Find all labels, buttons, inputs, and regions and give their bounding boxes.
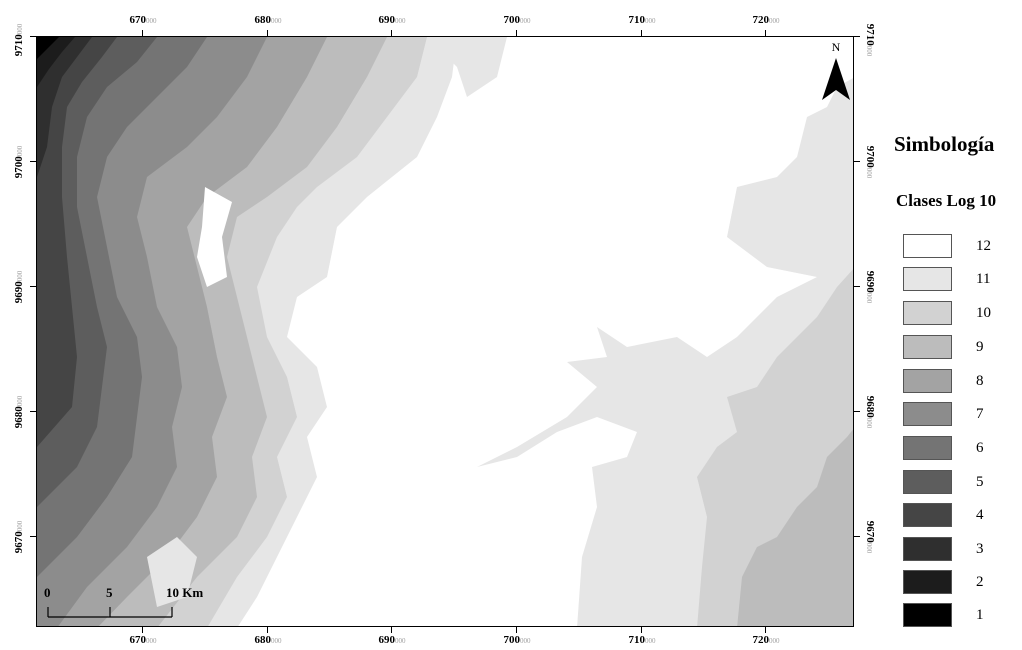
x-tick-top-5: 710000 [628, 14, 656, 26]
terrain-zone-valley [197, 187, 232, 287]
legend-title: Simbología [894, 132, 995, 156]
x-tickmark-bottom-1 [142, 627, 143, 633]
y-tickmark-left-1 [30, 36, 36, 37]
legend-swatch [903, 267, 952, 291]
north-arrow-label: N [831, 40, 841, 54]
terrain-zone-west-4 [37, 37, 117, 447]
legend-item-2: 2 [903, 570, 1013, 596]
y-tick-right-1: 9710000 [864, 23, 876, 57]
x-tick-bottom-3: 690000 [378, 634, 406, 646]
scale-bar: 0 5 10 Km [44, 585, 224, 625]
y-tickmark-right-2 [854, 161, 860, 162]
y-tick-right-2: 9700000 [864, 145, 876, 179]
legend-swatch [903, 537, 952, 561]
legend-item-4: 4 [903, 503, 1013, 529]
legend-label: 10 [976, 305, 991, 321]
legend-item-1: 1 [903, 603, 1013, 629]
legend-label: 12 [976, 238, 991, 254]
x-tickmark-top-6 [765, 30, 766, 36]
x-tick-top-4: 700000 [503, 14, 531, 26]
terrain-zone-south-valley [147, 537, 197, 607]
x-tickmark-bottom-6 [765, 627, 766, 633]
legend-label: 3 [976, 541, 984, 557]
x-tickmark-top-3 [391, 30, 392, 36]
y-tick-right-3: 9690000 [864, 270, 876, 304]
y-tick-left-5: 9670000 [13, 520, 25, 554]
terrain-zone-west-3 [37, 37, 92, 177]
x-tickmark-top-1 [142, 30, 143, 36]
legend-label: 8 [976, 373, 984, 389]
legend-swatch [903, 570, 952, 594]
y-tickmark-right-3 [854, 286, 860, 287]
terrain-map [37, 37, 853, 626]
y-tickmark-left-5 [30, 536, 36, 537]
terrain-zone-east-dark [737, 429, 853, 626]
x-tick-bottom-1: 670000 [129, 634, 157, 646]
x-tick-bottom-4: 700000 [503, 634, 531, 646]
legend-label: 9 [976, 339, 984, 355]
x-tick-top-1: 670000 [129, 14, 157, 26]
legend-label: 7 [976, 406, 984, 422]
legend-item-6: 6 [903, 436, 1013, 462]
x-tick-top-3: 690000 [378, 14, 406, 26]
terrain-zone-west-1 [37, 37, 59, 59]
x-tick-bottom-2: 680000 [254, 634, 282, 646]
scale-bar-label-10: 10 Km [166, 585, 204, 600]
north-arrow-icon [822, 58, 850, 100]
x-tick-bottom-6: 720000 [752, 634, 780, 646]
x-tickmark-top-5 [641, 30, 642, 36]
scale-bar-label-0: 0 [44, 585, 51, 600]
legend-item-9: 9 [903, 335, 1013, 361]
legend-label: 2 [976, 574, 984, 590]
legend-label: 6 [976, 440, 984, 456]
legend-subtitle: Clases Log 10 [896, 191, 997, 210]
map-canvas[interactable] [36, 36, 854, 627]
legend-item-3: 3 [903, 537, 1013, 563]
y-tick-left-3: 9690000 [13, 270, 25, 304]
x-tickmark-bottom-3 [391, 627, 392, 633]
y-tickmark-right-1 [854, 36, 860, 37]
x-tickmark-bottom-4 [516, 627, 517, 633]
north-arrow: N [820, 40, 852, 104]
legend-label: 11 [976, 271, 991, 287]
x-tickmark-bottom-2 [267, 627, 268, 633]
x-tick-top-2: 680000 [254, 14, 282, 26]
legend-item-10: 10 [903, 301, 1013, 327]
y-tick-left-1: 9710000 [13, 23, 25, 57]
y-tick-right-5: 9670000 [864, 520, 876, 554]
x-tickmark-top-2 [267, 30, 268, 36]
legend-swatch [903, 335, 952, 359]
legend-swatch [903, 402, 952, 426]
y-tickmark-left-4 [30, 411, 36, 412]
legend-item-8: 8 [903, 369, 1013, 395]
y-tickmark-left-3 [30, 286, 36, 287]
legend-swatch [903, 369, 952, 393]
y-tick-left-2: 9700000 [13, 145, 25, 179]
y-tickmark-right-4 [854, 411, 860, 412]
legend-label: 1 [976, 607, 984, 623]
scale-bar-line [47, 607, 173, 618]
x-tickmark-top-4 [516, 30, 517, 36]
y-tickmark-right-5 [854, 536, 860, 537]
y-tick-right-4: 9680000 [864, 395, 876, 429]
legend-label: 5 [976, 474, 984, 490]
scale-bar-label-5: 5 [106, 585, 113, 600]
legend-item-7: 7 [903, 402, 1013, 428]
legend-item-5: 5 [903, 470, 1013, 496]
x-tick-top-6: 720000 [752, 14, 780, 26]
legend-swatch [903, 503, 952, 527]
legend-swatch [903, 234, 952, 258]
x-tickmark-bottom-5 [641, 627, 642, 633]
legend-swatch [903, 603, 952, 627]
y-tickmark-left-2 [30, 161, 36, 162]
legend-swatch [903, 301, 952, 325]
legend-swatch [903, 470, 952, 494]
y-tick-left-4: 9680000 [13, 395, 25, 429]
legend-item-11: 11 [903, 267, 1013, 293]
legend-item-12: 12 [903, 234, 1013, 260]
legend-swatch [903, 436, 952, 460]
x-tick-bottom-5: 710000 [628, 634, 656, 646]
legend-label: 4 [976, 507, 984, 523]
